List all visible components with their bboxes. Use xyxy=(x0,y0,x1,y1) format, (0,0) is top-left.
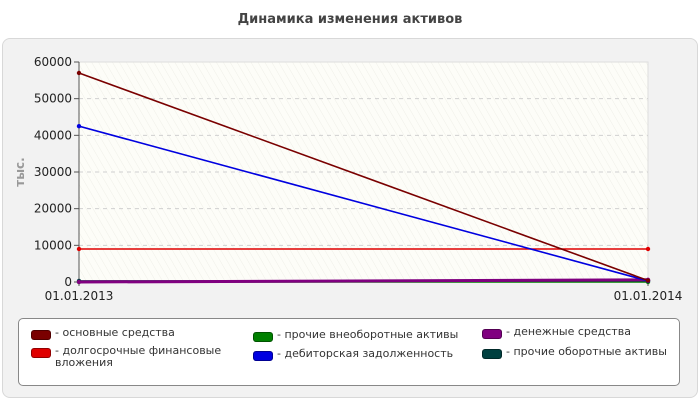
legend-swatch xyxy=(253,351,273,361)
x-tick-label: 01.01.2013 xyxy=(45,289,114,303)
legend-swatch xyxy=(482,349,502,359)
legend-label: - основные средства xyxy=(55,326,175,339)
legend: - основные средства - долгосрочные финанс… xyxy=(18,318,680,386)
data-point xyxy=(76,70,82,76)
legend-label: - денежные средства xyxy=(506,325,631,338)
data-point xyxy=(76,279,82,285)
legend-item: - прочие оборотные активы xyxy=(482,346,672,359)
y-tick-label: 20000 xyxy=(34,202,72,216)
y-tick-label: 30000 xyxy=(34,165,72,179)
x-tick-label: 01.01.2014 xyxy=(614,289,683,303)
y-tick-label: 0 xyxy=(64,275,72,289)
legend-label: - прочие оборотные активы xyxy=(506,345,667,358)
legend-item: - долгосрочные финансовые вложения xyxy=(31,345,231,369)
legend-swatch xyxy=(482,329,502,339)
legend-swatch xyxy=(31,330,51,340)
series-line xyxy=(78,278,649,284)
series-line xyxy=(78,72,649,282)
data-point xyxy=(645,246,651,252)
legend-swatch xyxy=(253,332,273,342)
series-line xyxy=(78,125,649,282)
legend-swatch xyxy=(31,348,51,358)
data-point xyxy=(76,123,82,129)
y-axis-label: тыс. xyxy=(13,157,27,186)
data-point xyxy=(76,246,82,252)
data-point xyxy=(645,278,651,283)
legend-item: - денежные средства xyxy=(482,326,672,339)
legend-item: - дебиторская задолженность xyxy=(253,348,468,361)
legend-label: - прочие внеоборотные активы xyxy=(277,328,459,341)
legend-label: - дебиторская задолженность xyxy=(277,347,454,360)
legend-item: - прочие внеоборотные активы xyxy=(253,329,468,342)
y-tick-label: 60000 xyxy=(34,55,72,69)
chart-title: Динамика изменения активов xyxy=(237,12,463,27)
legend-item: - основные средства xyxy=(31,327,231,340)
legend-label: - долгосрочные финансовые вложения xyxy=(55,344,222,369)
y-tick-label: 50000 xyxy=(34,92,72,106)
y-tick-label: 40000 xyxy=(34,128,72,142)
y-tick-label: 10000 xyxy=(34,238,72,252)
